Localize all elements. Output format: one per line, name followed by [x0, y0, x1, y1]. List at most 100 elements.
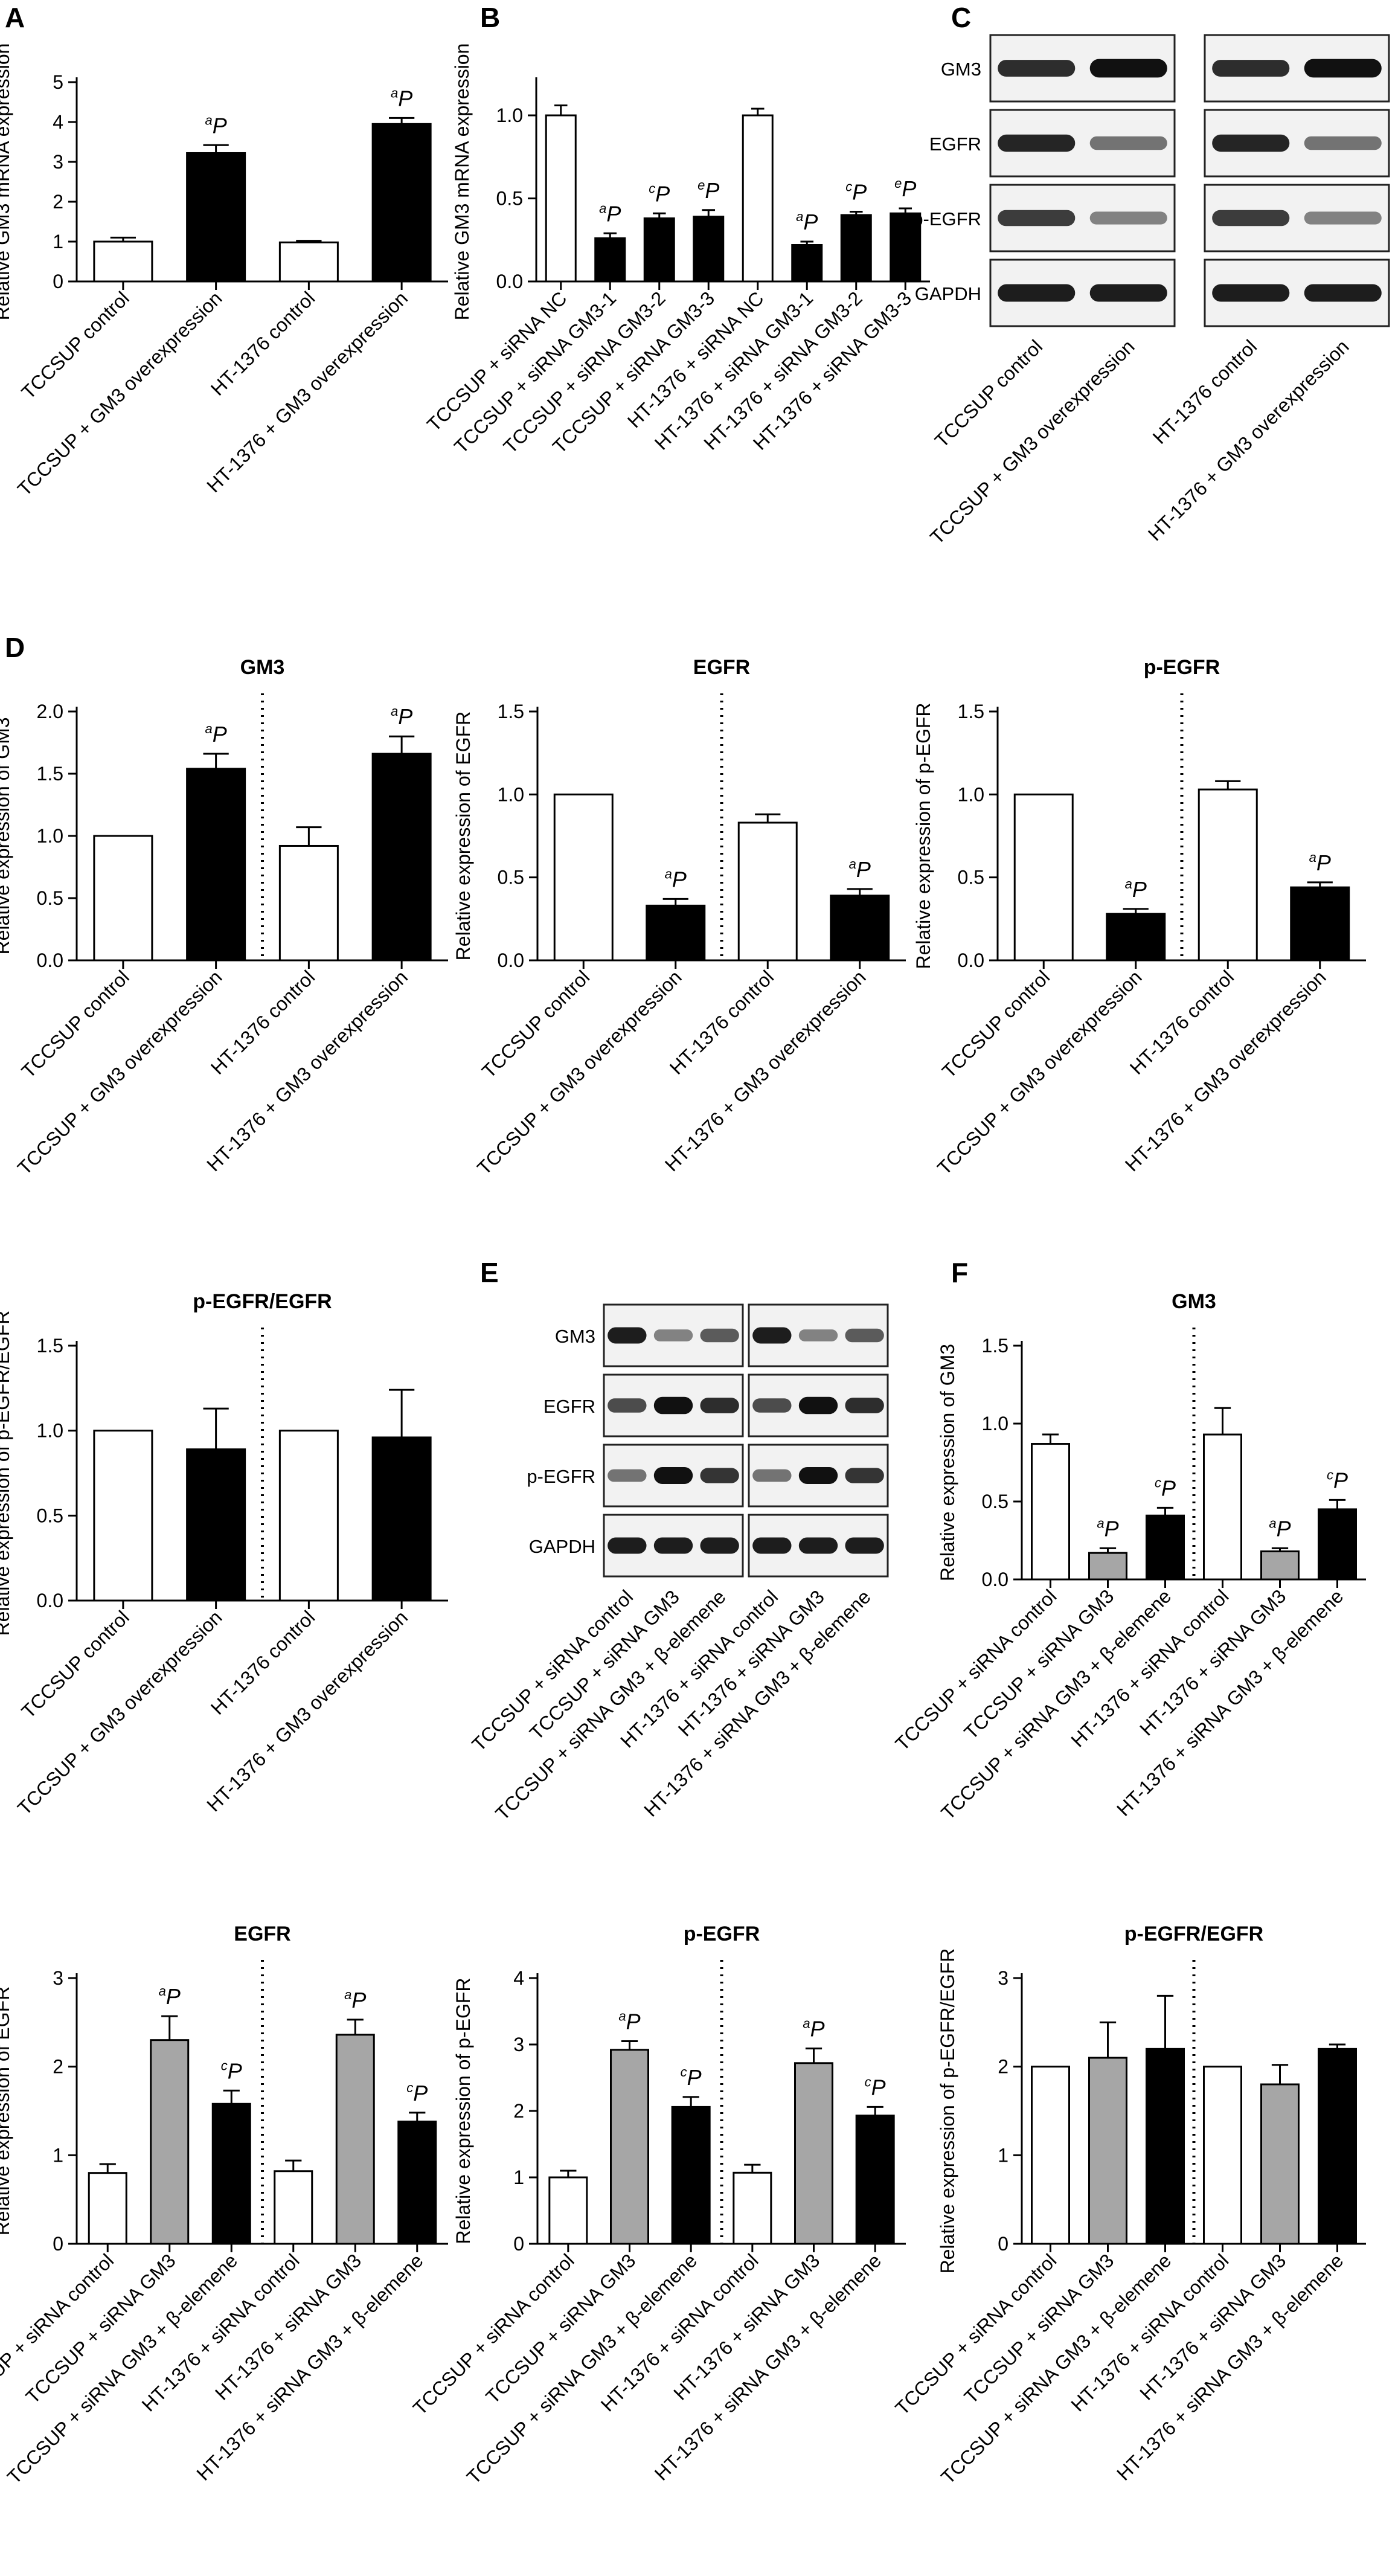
chart-b-ytick-label: 1.0 [496, 104, 523, 126]
chart-f2-ylabel: Relative expression of EGFR [0, 1987, 13, 2236]
chart-b-sig-label: eP [697, 178, 719, 203]
blot-c-lane-label: HT-1376 + GM3 overexpression [1144, 335, 1353, 545]
chart-a-ytick-label: 3 [53, 151, 63, 173]
chart-d1-title: GM3 [240, 656, 285, 679]
blot-e-band [700, 1468, 739, 1483]
blot-e-band [798, 1537, 838, 1554]
chart-d1-sig-label: aP [205, 721, 226, 747]
chart-f2-bar [150, 2039, 190, 2245]
chart-d1-xtick-label: HT-1376 + GM3 overexpression [202, 966, 412, 1175]
chart-f3-ytick-label: 0 [513, 2233, 524, 2255]
chart-f4-bar [1088, 2057, 1127, 2245]
chart-f2-bar [335, 2034, 375, 2245]
blot-e-band [653, 1396, 693, 1415]
chart-f3-sig-label: cP [681, 2064, 702, 2090]
blot-e-band [845, 1468, 884, 1483]
chart-a-sig-label: aP [391, 85, 412, 111]
chart-d1-ytick-label: 1.5 [37, 763, 63, 785]
chart-f3: p-EGFR Relative expression of p-EGFR 0 1 2 3 4… [409, 1922, 906, 2488]
chart-b: Relative GM3 mRNA expression 0.00.51.0TCC… [423, 43, 930, 458]
panel-letter-a: A [5, 2, 25, 33]
chart-f3-ytick-label: 4 [513, 1967, 524, 1989]
chart-f3-ylabel: Relative expression of p-EGFR [452, 1977, 474, 2244]
blot-e-row-label: GM3 [555, 1326, 595, 1347]
chart-f2: EGFR Relative expression of EGFR 0 1 2 3 TCCSU… [0, 1922, 448, 2488]
chart-f2-xtick-label: HT-1376 + siRNA GM3 + β-elemene [192, 2249, 427, 2484]
chart-f2-ytick-label: 0 [53, 2233, 63, 2255]
chart-d2-sig-label: aP [849, 856, 871, 882]
chart-f1-title: GM3 [1172, 1290, 1216, 1313]
chart-f2-ytick-label: 1 [53, 2144, 63, 2166]
chart-d2-ytick-label: 1.5 [498, 701, 524, 722]
chart-a-ytick-label: 0 [53, 271, 63, 292]
chart-f1-bar [1088, 1552, 1127, 1581]
blot-e-band [845, 1537, 884, 1554]
chart-d2-ytick-label: 0.5 [498, 867, 524, 888]
chart-f4-ytick-label: 0 [998, 2233, 1008, 2255]
blot-c-row-label: GM3 [941, 59, 981, 80]
blot-c-band [1304, 211, 1382, 225]
blot-c-band [1212, 134, 1290, 152]
blot-c-row-label: p-EGFR [912, 208, 981, 230]
chart-d1-bar [278, 844, 339, 962]
chart-d1-xtick-label: TCCSUP + GM3 overexpression [13, 966, 226, 1179]
blot-e-band [798, 1396, 838, 1415]
chart-f3-ytick-label: 2 [513, 2100, 524, 2122]
blot-e-band [608, 1537, 647, 1554]
chart-b-bar [643, 217, 675, 283]
chart-d1-bar [371, 753, 432, 962]
chart-d3-sig-label: aP [1125, 876, 1147, 902]
blot-c-band [1304, 59, 1382, 78]
chart-f3-bar [794, 2062, 833, 2245]
chart-d1-ytick-label: 0.5 [37, 887, 63, 909]
chart-d3-xtick-label: TCCSUP + GM3 overexpression [933, 966, 1146, 1179]
chart-f1: GM3 Relative expression of GM3 0.0 0.5 1.0 1.… [891, 1290, 1366, 1824]
chart-d3-ytick-label: 1.0 [958, 783, 984, 805]
chart-d3-bar [1198, 788, 1258, 962]
blot-c-band [998, 210, 1076, 226]
chart-f3-sig-label: aP [803, 2016, 824, 2041]
chart-d2-bar [646, 904, 706, 962]
chart-f2-bar [274, 2170, 313, 2245]
chart-d2-bar [737, 821, 798, 962]
blot-c-band [998, 284, 1076, 302]
chart-f4-title: p-EGFR/EGFR [1124, 1922, 1263, 1945]
chart-f4-ytick-label: 1 [998, 2144, 1008, 2166]
chart-b-bar [594, 237, 626, 283]
chart-b-ytick-label: 0.5 [496, 188, 523, 210]
chart-f3-bar [671, 2105, 711, 2245]
chart-b-ylabel: Relative GM3 mRNA expression [451, 43, 473, 321]
chart-d3-ytick-label: 0.0 [958, 949, 984, 971]
chart-f4-ylabel: Relative expression of p-EGFR/EGFR [937, 1948, 958, 2274]
blot-e-row-label: GAPDH [529, 1536, 595, 1557]
chart-f1-bar [1031, 1443, 1070, 1581]
chart-f2-sig-label: aP [344, 1987, 366, 2012]
panel-letter-b: B [480, 2, 501, 33]
chart-f4-bar [1203, 2066, 1242, 2245]
chart-d3: p-EGFR Relative expression of p-EGFR 0.0 0.… [912, 656, 1366, 1179]
chart-f2-sig-label: aP [159, 1983, 181, 2009]
blot-c-band [1212, 284, 1290, 302]
blot-e-band [798, 1329, 838, 1341]
blot-e-band [608, 1398, 647, 1413]
chart-d2-sig-label: aP [665, 866, 687, 891]
chart-f3-ytick-label: 1 [513, 2166, 524, 2188]
chart-f1-bar [1146, 1514, 1185, 1581]
chart-f2-title: EGFR [234, 1922, 290, 1945]
chart-d2: EGFR Relative expression of EGFR 0.0 0.5 1.0… [452, 656, 906, 1179]
chart-f3-xtick-label: TCCSUP + siRNA GM3 + β-elemene [463, 2249, 701, 2488]
chart-f4-ytick-label: 2 [998, 2056, 1008, 2078]
chart-b-sig-label: cP [649, 181, 670, 206]
chart-d1-ytick-label: 1.0 [37, 825, 63, 847]
chart-d2-xtick-label: HT-1376 + GM3 overexpression [661, 966, 870, 1175]
chart-d1: GM3 Relative expression of GM3 0.0 0.5 1.0 1.… [0, 656, 448, 1179]
chart-a-ytick-label: 1 [53, 231, 63, 252]
chart-f1-sig-label: cP [1155, 1475, 1176, 1500]
chart-f3-bar [855, 2115, 895, 2245]
chart-a-bar [278, 241, 339, 283]
chart-a-ytick-label: 5 [53, 71, 63, 93]
chart-d4-xtick-label: TCCSUP + GM3 overexpression [13, 1606, 226, 1819]
blot-e-band [653, 1466, 693, 1485]
